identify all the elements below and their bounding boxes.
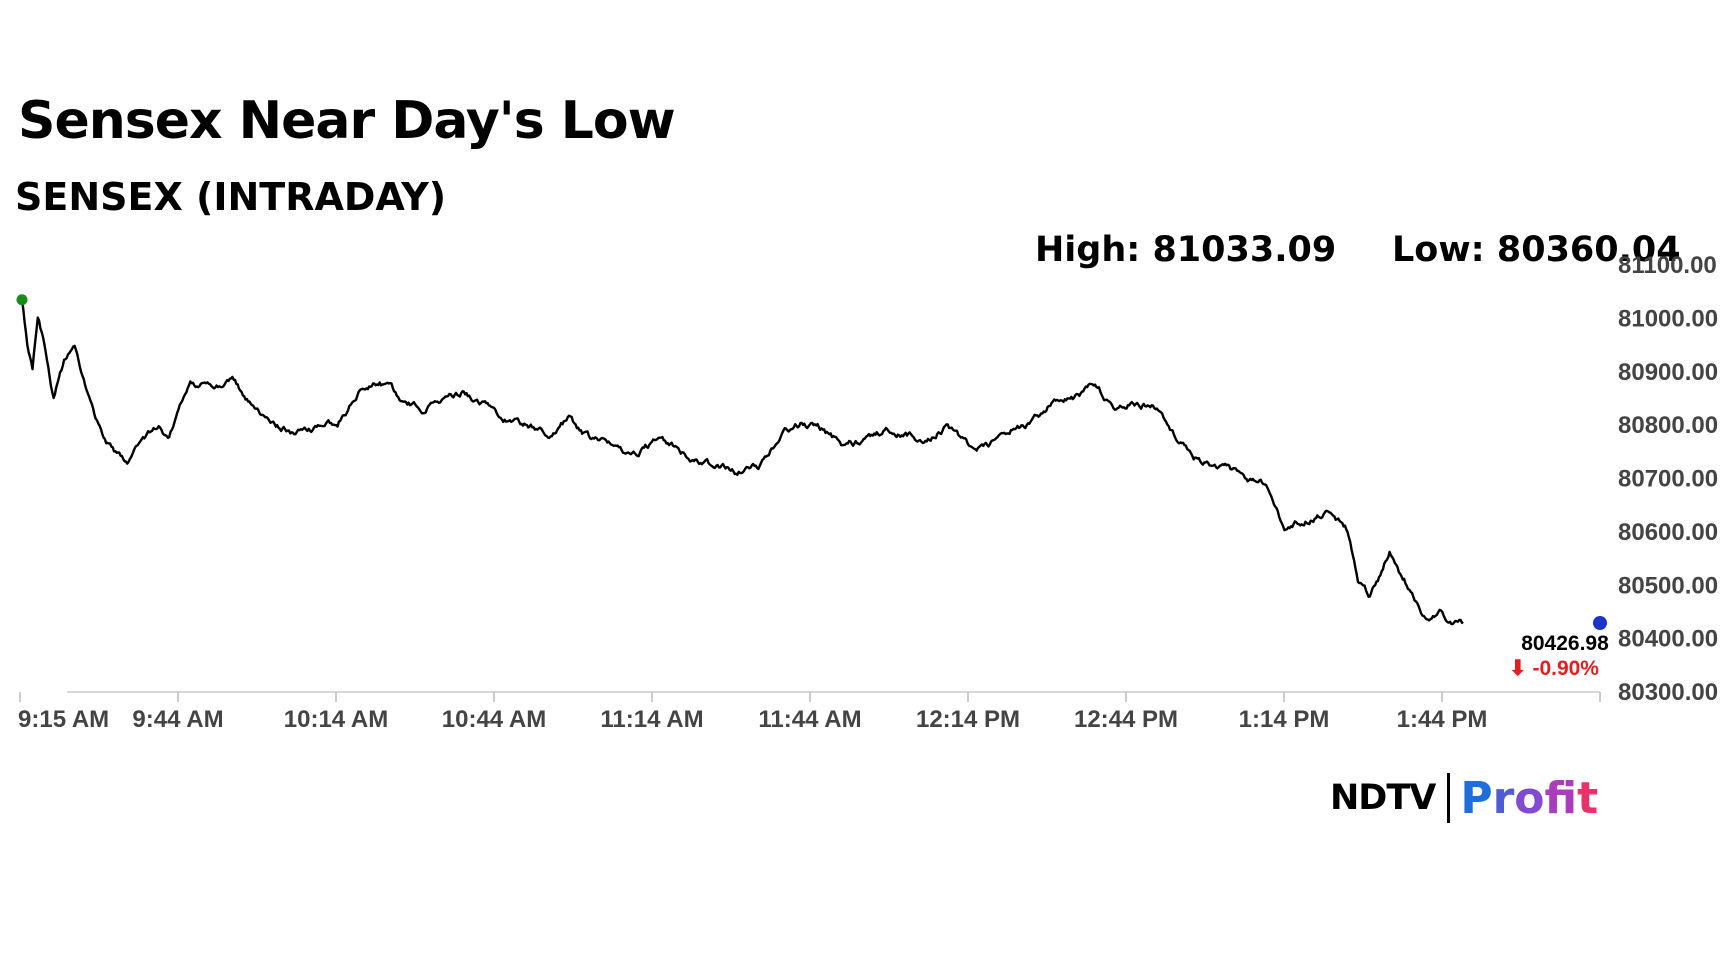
logo-profit-letter: o	[1514, 772, 1545, 824]
x-axis: 9:15 AM 9:44 AM 10:14 AM 10:44 AM 11:14 AM 11…	[18, 691, 1601, 733]
x-tick-label: 11:44 AM	[758, 706, 861, 733]
y-tick-label: 80400.00	[1618, 626, 1718, 653]
x-tick-label: 12:14 PM	[916, 706, 1020, 733]
sensex-line	[20, 299, 1464, 626]
day-high-label: High: 81033.09	[1035, 230, 1337, 270]
day-low-label: Low: 80360.04	[1392, 230, 1681, 270]
series-layer	[20, 299, 1464, 626]
x-tick-label: 11:14 AM	[600, 706, 703, 733]
logo-profit-letter: t	[1577, 772, 1599, 824]
y-tick-label: 80600.00	[1618, 519, 1718, 546]
y-tick-label: 81100.00	[1618, 252, 1717, 279]
logo-ndtv-text: NDTV	[1330, 778, 1436, 818]
change-label: ⬇ -0.90%	[1509, 657, 1599, 680]
x-tick-label: 10:14 AM	[284, 706, 388, 733]
x-tick-label: 1:44 PM	[1397, 706, 1488, 733]
logo-profit-letter: P	[1460, 772, 1493, 824]
logo-divider	[1447, 773, 1451, 823]
x-tick-label: 12:44 PM	[1074, 706, 1178, 733]
x-tick-label: 9:15 AM	[18, 706, 109, 733]
ndtv-profit-logo: NDTV Profit	[1330, 770, 1598, 826]
last-value-label: 80426.98	[1521, 632, 1609, 655]
chart-subtitle: SENSEX (INTRADAY)	[15, 175, 447, 219]
logo-profit-text: Profit	[1460, 773, 1598, 824]
y-axis: 80300.00 80400.00 80500.00 80600.00 80700.00…	[1618, 252, 1718, 706]
end-labels-layer: 80426.98⬇ -0.90%	[1509, 632, 1609, 680]
y-tick-label: 80700.00	[1618, 466, 1718, 493]
markers-layer	[16, 294, 1607, 630]
logo-profit-letter: f	[1544, 772, 1578, 824]
x-tick-label: 1:14 PM	[1239, 706, 1330, 733]
x-tick-label: 10:44 AM	[442, 706, 546, 733]
chart-title: Sensex Near Day's Low	[18, 91, 676, 151]
y-tick-label: 80900.00	[1618, 359, 1718, 386]
y-tick-label: 80800.00	[1618, 412, 1718, 439]
logo-profit-letter: r	[1492, 772, 1515, 824]
start-marker	[16, 294, 28, 306]
y-tick-label: 81000.00	[1618, 305, 1718, 332]
end-marker	[1593, 616, 1607, 630]
y-tick-label: 80300.00	[1618, 679, 1718, 706]
y-tick-label: 80500.00	[1618, 572, 1718, 599]
x-tick-label: 9:44 AM	[132, 706, 223, 733]
